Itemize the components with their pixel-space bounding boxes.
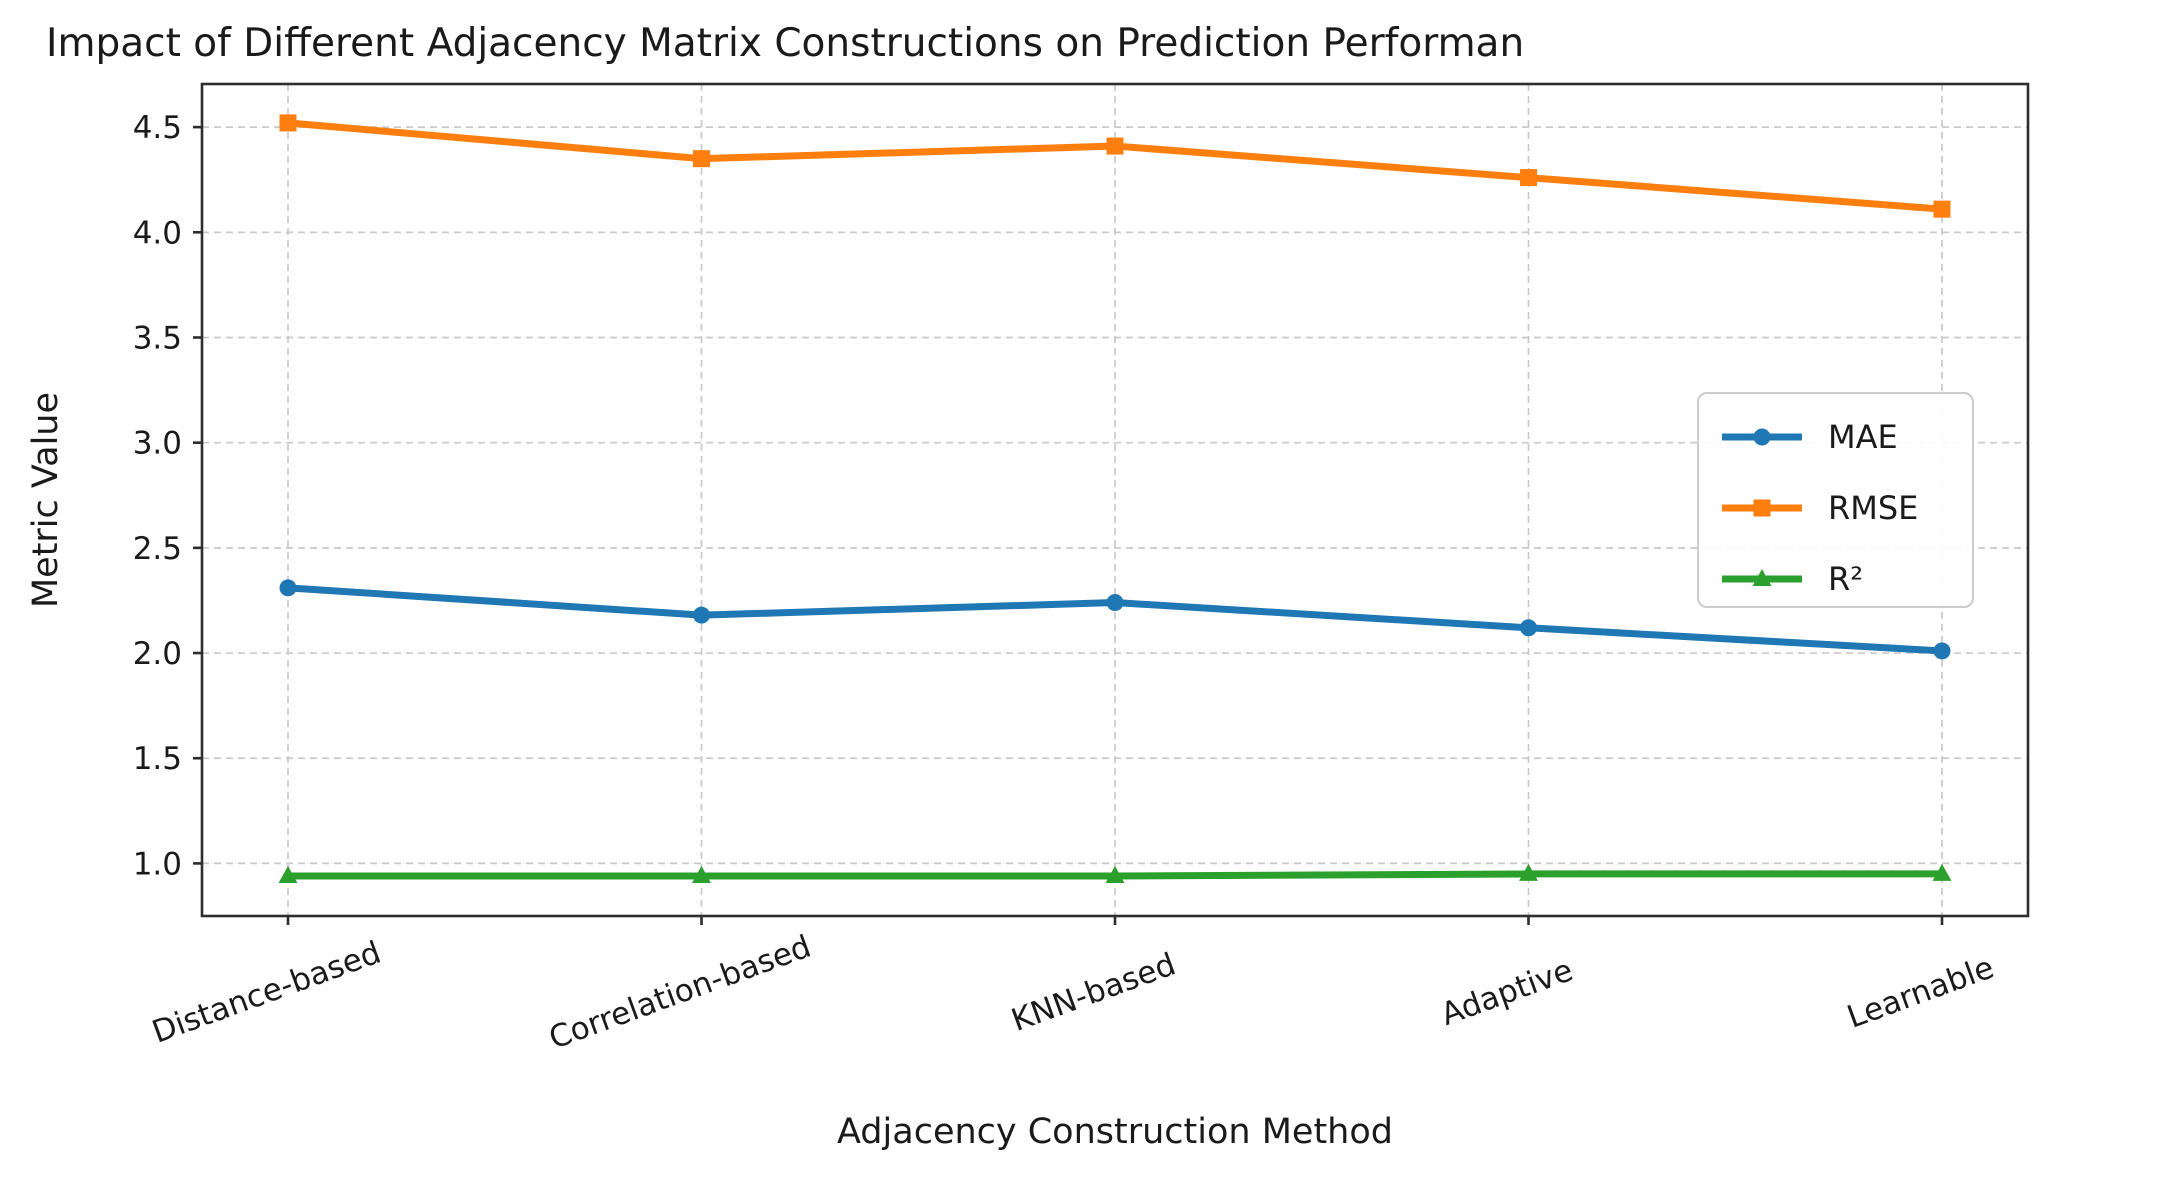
y-tick-labels: 1.0 1.5 2.0 2.5 3.0 3.5 4.0 4.5: [133, 110, 182, 882]
series-MAE: [279, 579, 1951, 660]
legend-box: [1697, 392, 1974, 608]
grid-lines: [202, 84, 2028, 916]
y-tick-label: 1.0: [133, 846, 182, 882]
legend-item-R²: R²: [1722, 560, 1863, 598]
y-tick-label: 4.5: [133, 110, 182, 146]
legend-label: MAE: [1828, 418, 1898, 456]
y-tick-label: 2.5: [133, 531, 182, 567]
legend: MAE RMSE R²: [1697, 392, 1974, 608]
y-tick-label: 2.0: [133, 636, 182, 672]
legend-label: RMSE: [1828, 489, 1918, 527]
marker-circle: [279, 579, 297, 597]
marker-triangle: [278, 866, 298, 884]
marker-circle: [1106, 594, 1124, 612]
y-tick-label: 3.5: [133, 320, 182, 356]
y-tick-label: 3.0: [133, 426, 182, 462]
y-axis-label: Metric Value: [26, 392, 66, 608]
marker-triangle: [692, 866, 711, 884]
axis-ticks: [193, 125, 1944, 925]
series-R²: [278, 863, 1952, 884]
series-RMSE: [279, 114, 1951, 218]
legend-item-MAE: MAE: [1722, 418, 1898, 456]
data-series: [278, 114, 1952, 884]
marker-square: [1933, 200, 1951, 218]
legend-marker-triangle: [1752, 569, 1772, 586]
y-tick-label: 1.5: [133, 741, 182, 777]
marker-triangle: [1105, 866, 1125, 884]
marker-triangle: [1519, 863, 1538, 881]
legend-item-RMSE: RMSE: [1722, 489, 1918, 527]
marker-circle: [693, 606, 710, 624]
marker-square: [1520, 169, 1537, 187]
marker-square: [1106, 137, 1124, 155]
marker-square: [693, 150, 710, 168]
marker-circle: [1520, 619, 1537, 637]
marker-triangle: [1932, 863, 1952, 881]
marker-circle: [1933, 642, 1951, 660]
marker-square: [279, 114, 297, 132]
legend-marker-square: [1753, 499, 1771, 517]
x-axis-label: Adjacency Construction Method: [837, 1112, 1393, 1152]
legend-label: R²: [1828, 560, 1863, 598]
legend-marker-circle: [1753, 428, 1771, 446]
y-tick-label: 4.0: [133, 215, 182, 251]
chart-title: Impact of Different Adjacency Matrix Con…: [46, 21, 1524, 66]
